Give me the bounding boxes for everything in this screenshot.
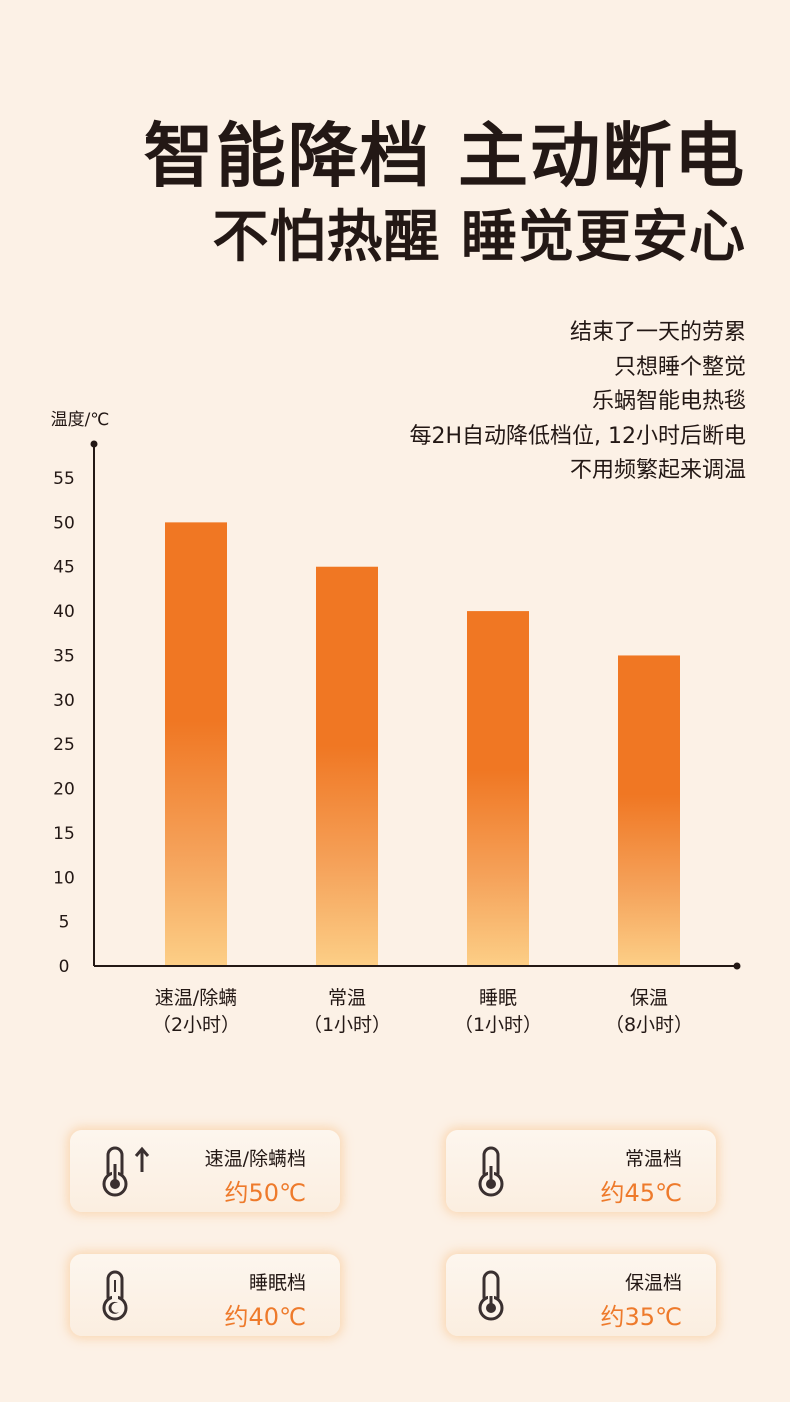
y-axis-label: 温度/℃ bbox=[51, 410, 110, 430]
y-tick-label: 20 bbox=[53, 780, 75, 800]
thermometer-icon bbox=[478, 1146, 504, 1197]
x-tick-label: （1小时） bbox=[454, 1014, 542, 1036]
y-tick-label: 40 bbox=[53, 602, 75, 622]
mode-card-normal: 常温档 约45℃ bbox=[446, 1130, 716, 1212]
bar-4 bbox=[618, 655, 680, 965]
description-line: 只想睡个整觉 bbox=[613, 354, 746, 380]
thermometer-low-icon bbox=[478, 1270, 504, 1321]
description-line: 每2H自动降低档位, 12小时后断电 bbox=[409, 423, 746, 449]
y-tick-label: 25 bbox=[53, 735, 75, 755]
x-tick-label: 常温 bbox=[328, 987, 366, 1009]
mode-temperature: 约35℃ bbox=[600, 1303, 683, 1331]
headline-secondary: 不怕热醒 睡觉更安心 bbox=[212, 205, 746, 270]
bar-1 bbox=[165, 522, 227, 965]
y-tick-label: 30 bbox=[53, 691, 75, 711]
y-tick-label: 45 bbox=[53, 558, 75, 578]
y-axis-end-dot bbox=[90, 440, 98, 448]
y-tick-label: 35 bbox=[53, 646, 75, 666]
x-tick-label: （2小时） bbox=[152, 1014, 240, 1036]
y-tick-label: 50 bbox=[53, 513, 75, 533]
y-tick-label: 10 bbox=[53, 868, 75, 888]
mode-name: 睡眠档 bbox=[248, 1272, 306, 1294]
bar-3 bbox=[467, 611, 529, 965]
description-block: 结束了一天的劳累 只想睡个整觉 乐蜗智能电热毯 每2H自动降低档位, 12小时后… bbox=[409, 316, 746, 489]
mode-temperature: 约45℃ bbox=[600, 1179, 683, 1207]
description-line: 不用频繁起来调温 bbox=[569, 458, 746, 483]
temperature-bar-chart: 温度/℃ 0 5 10 15 20 25 30 35 40 45 50 55 速温/除螨 （2小时） 常温 （1… bbox=[51, 410, 741, 1036]
mode-card-speed-heat: 速温/除螨档 约50℃ bbox=[70, 1130, 340, 1212]
description-line: 结束了一天的劳累 bbox=[569, 320, 746, 345]
x-tick-label: （8小时） bbox=[605, 1014, 693, 1036]
mode-card-keep-warm: 保温档 约35℃ bbox=[446, 1254, 716, 1336]
x-tick-label: 保温 bbox=[630, 987, 668, 1009]
x-tick-label: 睡眠 bbox=[479, 987, 517, 1009]
y-tick-label: 5 bbox=[59, 913, 70, 933]
mode-card-sleep: 睡眠档 约40℃ bbox=[70, 1254, 340, 1336]
x-tick-label: （1小时） bbox=[303, 1014, 391, 1036]
headline-primary: 智能降档 主动断电 bbox=[143, 115, 746, 197]
description-line: 乐蜗智能电热毯 bbox=[591, 389, 746, 414]
mode-name: 速温/除螨档 bbox=[204, 1148, 306, 1170]
mode-temperature: 约50℃ bbox=[224, 1179, 307, 1207]
thermometer-up-icon bbox=[102, 1146, 150, 1197]
y-tick-label: 0 bbox=[59, 957, 70, 977]
mode-name: 保温档 bbox=[624, 1272, 682, 1294]
bar-2 bbox=[316, 566, 378, 965]
x-axis-end-dot bbox=[733, 962, 741, 970]
x-tick-label: 速温/除螨 bbox=[155, 987, 237, 1009]
y-tick-label: 55 bbox=[53, 469, 75, 489]
y-tick-label: 15 bbox=[53, 824, 75, 844]
mode-temperature: 约40℃ bbox=[224, 1303, 307, 1331]
mode-name: 常温档 bbox=[624, 1148, 682, 1170]
thermometer-moon-icon bbox=[102, 1270, 128, 1321]
